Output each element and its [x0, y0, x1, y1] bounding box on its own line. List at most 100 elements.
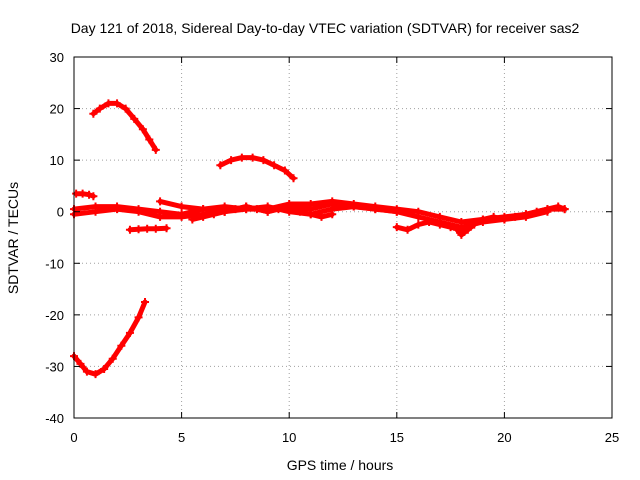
- data-point: [435, 220, 444, 229]
- data-point: [248, 153, 257, 162]
- series-trace: [71, 299, 148, 377]
- data-point: [220, 207, 229, 216]
- data-point: [108, 354, 117, 363]
- data-point: [104, 99, 113, 108]
- data-point: [188, 215, 197, 224]
- y-tick-label: -10: [45, 256, 64, 271]
- data-point: [371, 205, 380, 214]
- data-point: [259, 156, 268, 165]
- x-tick-label: 15: [390, 430, 404, 445]
- y-axis-label: SDTVAR / TECUs: [5, 182, 21, 294]
- data-point: [91, 207, 100, 216]
- data-point: [134, 313, 143, 322]
- x-tick-label: 10: [282, 430, 296, 445]
- data-point: [554, 202, 563, 211]
- y-tick-label: 30: [50, 50, 64, 65]
- series-trace-d: [188, 202, 337, 224]
- data-point: [227, 156, 236, 165]
- series-trace-f-low: [453, 220, 479, 239]
- data-point: [403, 225, 412, 234]
- data-point: [274, 205, 283, 214]
- data-point: [113, 99, 122, 108]
- data-point: [125, 328, 134, 337]
- data-point: [478, 215, 487, 224]
- data-point: [76, 359, 85, 368]
- data-point: [162, 224, 171, 233]
- grid-lines: [74, 57, 612, 418]
- data-point: [156, 212, 165, 221]
- data-point: [392, 223, 401, 232]
- x-axis-ticks: 0 5 10 15 20 25: [70, 57, 619, 445]
- data-point: [280, 166, 289, 175]
- y-tick-label: 0: [57, 205, 64, 220]
- data-point: [543, 205, 552, 214]
- data-point: [113, 205, 122, 214]
- data-point: [199, 205, 208, 214]
- series-short-high-start: [72, 189, 98, 201]
- data-point: [95, 104, 104, 113]
- x-tick-label: 0: [70, 430, 77, 445]
- data-point: [349, 202, 358, 211]
- data-point: [134, 225, 143, 234]
- data-point: [252, 205, 261, 214]
- y-tick-label: -20: [45, 308, 64, 323]
- data-point: [231, 205, 240, 214]
- data-point: [463, 225, 472, 234]
- data-point: [453, 225, 462, 234]
- data-point: [511, 212, 520, 221]
- data-point: [242, 202, 251, 211]
- data-point: [270, 161, 279, 170]
- data-point: [117, 341, 126, 350]
- series-trace-e: [392, 202, 569, 234]
- chart-title: Day 121 of 2018, Sidereal Day-to-day VTE…: [71, 20, 580, 36]
- series-arc-upper-left: [89, 99, 160, 154]
- series-arc-lower-left: [70, 297, 150, 379]
- data-point: [141, 297, 150, 306]
- data-point: [425, 218, 434, 227]
- y-tick-label: -30: [45, 359, 64, 374]
- data-point: [489, 212, 498, 221]
- data-point: [328, 210, 337, 219]
- data-point: [289, 174, 298, 183]
- x-tick-label: 20: [497, 430, 511, 445]
- data-point: [121, 104, 130, 113]
- x-axis-label: GPS time / hours: [287, 457, 394, 473]
- data-point: [100, 365, 109, 374]
- y-axis-ticks: -40 -30 -20 -10 0 10 20 30: [45, 50, 612, 426]
- series-trace: [90, 100, 159, 153]
- data-point: [138, 125, 147, 134]
- data-point: [177, 202, 186, 211]
- data-point: [414, 212, 423, 221]
- data-point: [177, 212, 186, 221]
- data-point: [414, 220, 423, 229]
- data-point: [317, 212, 326, 221]
- x-tick-label: 5: [178, 430, 185, 445]
- data-point: [82, 367, 91, 376]
- data-point: [446, 223, 455, 232]
- data-point: [560, 205, 569, 214]
- series-arc-mid-hump: [216, 153, 298, 183]
- data-point: [85, 190, 94, 199]
- data-point: [143, 224, 152, 233]
- data-point: [145, 135, 154, 144]
- data-point: [521, 210, 530, 219]
- data-point: [130, 114, 139, 123]
- data-point: [209, 210, 218, 219]
- data-point: [263, 207, 272, 216]
- data-point: [295, 207, 304, 216]
- series-short-neg-segment: [125, 224, 171, 234]
- data-point: [216, 161, 225, 170]
- y-tick-label: 20: [50, 102, 64, 117]
- y-tick-label: 10: [50, 153, 64, 168]
- data-point: [125, 225, 134, 234]
- data-point: [532, 207, 541, 216]
- data-point: [89, 109, 98, 118]
- data-points: [70, 99, 569, 379]
- data-point: [151, 224, 160, 233]
- data-point: [306, 210, 315, 219]
- series-trace: [454, 222, 477, 238]
- data-point: [500, 215, 509, 224]
- data-point: [237, 153, 246, 162]
- data-point: [134, 207, 143, 216]
